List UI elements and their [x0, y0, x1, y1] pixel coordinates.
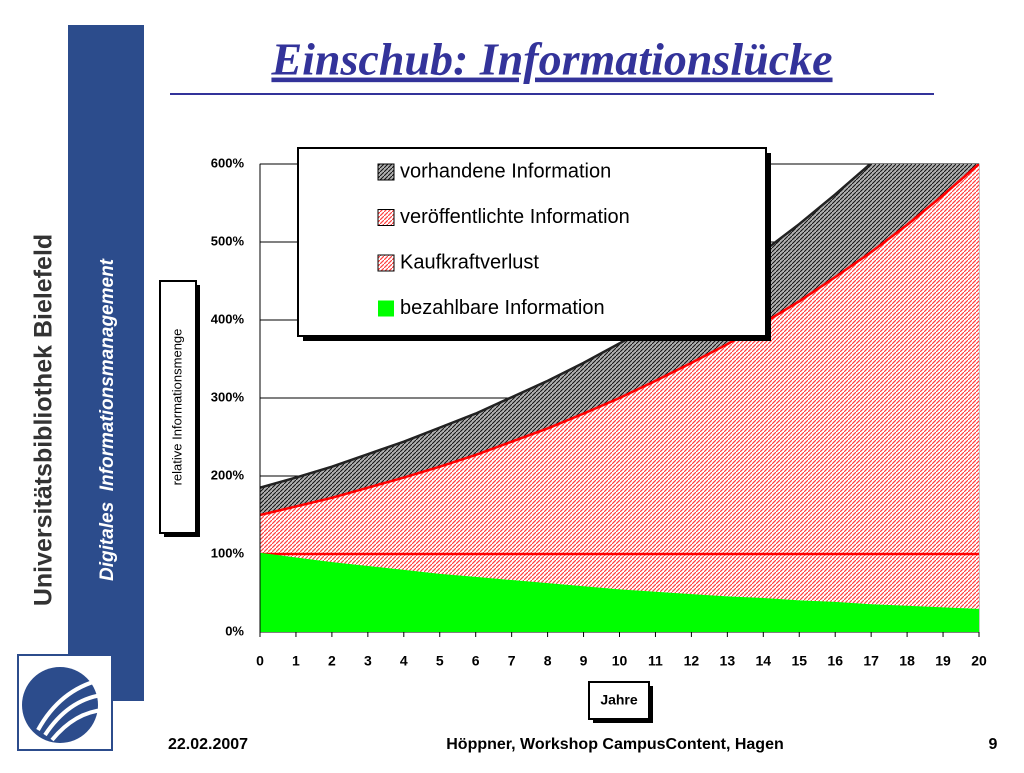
- x-tick-label: 2: [328, 653, 336, 669]
- x-tick-label: 18: [899, 653, 915, 669]
- legend-swatch: [378, 300, 394, 317]
- series-line: [260, 164, 873, 489]
- area: [260, 164, 979, 554]
- series-line: [260, 164, 979, 517]
- legend-label: veröffentlichte Information: [400, 206, 630, 228]
- footer-date: 22.02.2007: [168, 736, 248, 753]
- x-axis-label: Jahre: [600, 692, 638, 708]
- x-tick-label: 9: [580, 653, 588, 669]
- sidebar-panel: [68, 25, 144, 701]
- area: [260, 554, 979, 611]
- page-number: 9: [989, 736, 998, 753]
- x-tick-label: 6: [472, 653, 480, 669]
- legend-swatch: [377, 254, 395, 272]
- area: [260, 164, 979, 515]
- legend-swatch: [377, 209, 395, 226]
- x-tick-label: 3: [364, 653, 372, 669]
- x-tick-label: 7: [508, 653, 516, 669]
- legend: vorhandene Information veröffentlichte In…: [297, 147, 771, 341]
- legend-label: Kaufkraftverlust: [400, 251, 539, 273]
- plot-series: [260, 164, 979, 632]
- y-axis-label: relative Informationsmenge: [169, 329, 184, 486]
- area: [260, 554, 979, 632]
- chart: 0%100%200%300%400%500%600%0 1 2 3 4 5 6 7 8 9 10 11…: [211, 155, 987, 669]
- y-tick-label: 100%: [211, 545, 245, 560]
- x-tick-label: 8: [544, 653, 552, 669]
- x-tick-label: 10: [612, 653, 628, 669]
- logo: [17, 654, 113, 751]
- x-tick-label: 4: [400, 653, 408, 669]
- sidebar-institution: Universitätsbibliothek Bielefeld: [30, 234, 58, 606]
- y-tick-label: 0%: [225, 623, 244, 638]
- x-tick-label: 16: [827, 653, 843, 669]
- x-tick-label: 13: [720, 653, 736, 669]
- y-tick-label: 500%: [211, 233, 245, 248]
- x-tick-label: 20: [971, 653, 987, 669]
- x-label-box: [588, 681, 650, 720]
- x-tick-label: 0: [256, 653, 264, 669]
- y-label-box: [159, 280, 197, 534]
- footer-center: Höppner, Workshop CampusContent, Hagen: [446, 736, 784, 753]
- legend-label: bezahlbare Information: [400, 297, 605, 319]
- y-tick-label: 200%: [211, 467, 245, 482]
- x-tick-label: 17: [863, 653, 879, 669]
- x-tick-label: 15: [791, 653, 807, 669]
- x-tick-label: 11: [648, 653, 663, 669]
- series-line: [260, 552, 979, 612]
- x-tick-label: 19: [935, 653, 951, 669]
- sidebar-topic: Digitales Informationsmanagement: [97, 258, 118, 581]
- legend-swatch: [377, 163, 395, 181]
- y-tick-label: 600%: [211, 155, 245, 170]
- x-tick-label: 12: [684, 653, 700, 669]
- legend-label: vorhandene Information: [400, 160, 611, 182]
- x-tick-label: 5: [436, 653, 444, 669]
- y-tick-label: 400%: [211, 311, 245, 326]
- y-tick-label: 300%: [211, 389, 245, 404]
- x-tick-label: 1: [292, 653, 300, 669]
- x-tick-label: 14: [756, 653, 772, 669]
- slide-title: Einschub: Informationslücke: [270, 34, 832, 85]
